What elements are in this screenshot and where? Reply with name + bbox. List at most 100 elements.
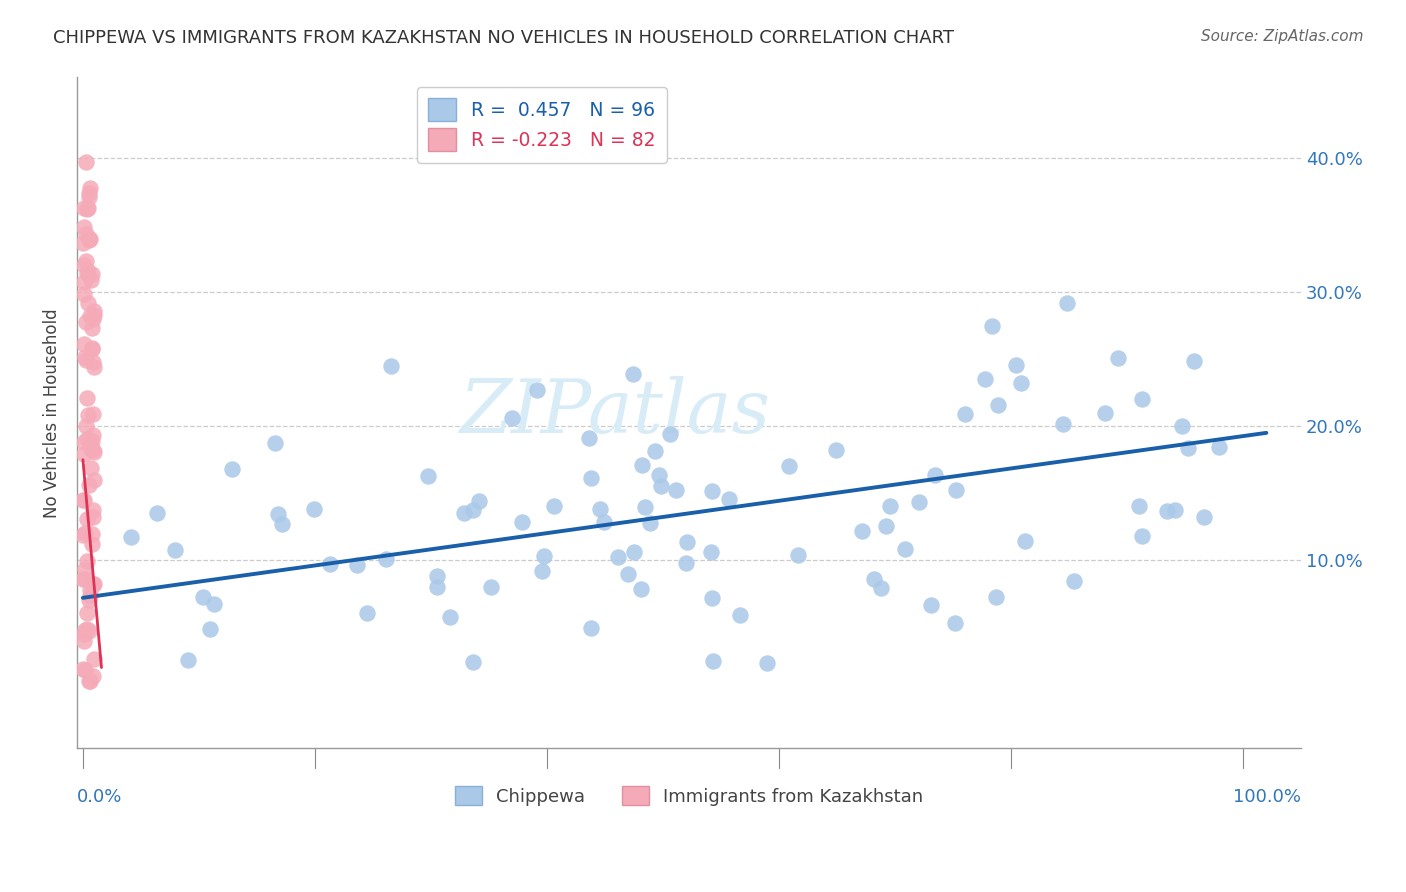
Point — [77, 478, 100, 492]
Point — [543, 499, 565, 513]
Point — [526, 384, 548, 398]
Point — [984, 591, 1007, 605]
Point — [870, 581, 893, 595]
Point — [1063, 574, 1085, 589]
Point — [787, 548, 810, 562]
Point — [606, 550, 628, 565]
Point — [77, 234, 100, 248]
Point — [302, 501, 325, 516]
Point — [75, 350, 97, 364]
Point — [76, 295, 98, 310]
Point — [82, 669, 104, 683]
Point — [356, 607, 378, 621]
Point — [82, 577, 104, 591]
Point — [700, 483, 723, 498]
Point — [82, 427, 104, 442]
Point — [380, 359, 402, 373]
Point — [77, 186, 100, 201]
Point — [79, 309, 101, 323]
Point — [621, 368, 644, 382]
Point — [266, 508, 288, 522]
Point — [1094, 406, 1116, 420]
Point — [1010, 376, 1032, 390]
Point — [374, 552, 396, 566]
Point — [675, 557, 697, 571]
Point — [191, 590, 214, 604]
Point — [1056, 296, 1078, 310]
Point — [72, 235, 94, 250]
Point — [73, 562, 96, 576]
Point — [83, 473, 105, 487]
Point — [80, 343, 103, 357]
Point — [177, 652, 200, 666]
Point — [80, 577, 103, 591]
Point — [533, 549, 555, 564]
Point — [778, 459, 800, 474]
Point — [77, 408, 100, 422]
Point — [76, 432, 98, 446]
Point — [648, 468, 671, 483]
Point — [1014, 534, 1036, 549]
Point — [76, 622, 98, 636]
Point — [676, 535, 699, 549]
Point — [76, 154, 98, 169]
Point — [73, 634, 96, 648]
Point — [530, 564, 553, 578]
Point — [718, 491, 741, 506]
Point — [426, 580, 449, 594]
Point — [593, 515, 616, 529]
Point — [270, 516, 292, 531]
Point — [479, 580, 502, 594]
Point — [974, 372, 997, 386]
Point — [589, 502, 612, 516]
Point — [1164, 503, 1187, 517]
Point — [75, 315, 97, 329]
Point — [73, 663, 96, 677]
Point — [908, 495, 931, 509]
Point — [501, 411, 523, 425]
Point — [72, 493, 94, 508]
Point — [79, 624, 101, 639]
Point — [77, 190, 100, 204]
Point — [82, 311, 104, 326]
Point — [82, 355, 104, 369]
Point — [72, 528, 94, 542]
Point — [77, 232, 100, 246]
Point — [702, 654, 724, 668]
Point — [1192, 509, 1215, 524]
Point — [82, 509, 104, 524]
Text: ZIPatlas: ZIPatlas — [460, 376, 770, 449]
Point — [79, 583, 101, 598]
Point — [79, 589, 101, 603]
Point — [863, 572, 886, 586]
Point — [1156, 504, 1178, 518]
Point — [73, 526, 96, 541]
Point — [73, 201, 96, 215]
Point — [146, 506, 169, 520]
Text: 100.0%: 100.0% — [1233, 789, 1301, 806]
Point — [83, 576, 105, 591]
Point — [77, 201, 100, 215]
Point — [76, 266, 98, 280]
Point — [79, 673, 101, 688]
Point — [82, 503, 104, 517]
Point — [76, 606, 98, 620]
Point — [76, 264, 98, 278]
Point — [79, 232, 101, 246]
Point — [79, 181, 101, 195]
Point — [73, 447, 96, 461]
Point — [80, 341, 103, 355]
Point — [581, 621, 603, 635]
Point — [82, 527, 104, 541]
Point — [163, 543, 186, 558]
Point — [825, 442, 848, 457]
Point — [73, 492, 96, 507]
Point — [893, 542, 915, 557]
Point — [120, 530, 142, 544]
Point — [987, 398, 1010, 412]
Point — [756, 656, 779, 670]
Point — [439, 610, 461, 624]
Point — [630, 582, 652, 596]
Point — [1052, 417, 1074, 432]
Point — [75, 253, 97, 268]
